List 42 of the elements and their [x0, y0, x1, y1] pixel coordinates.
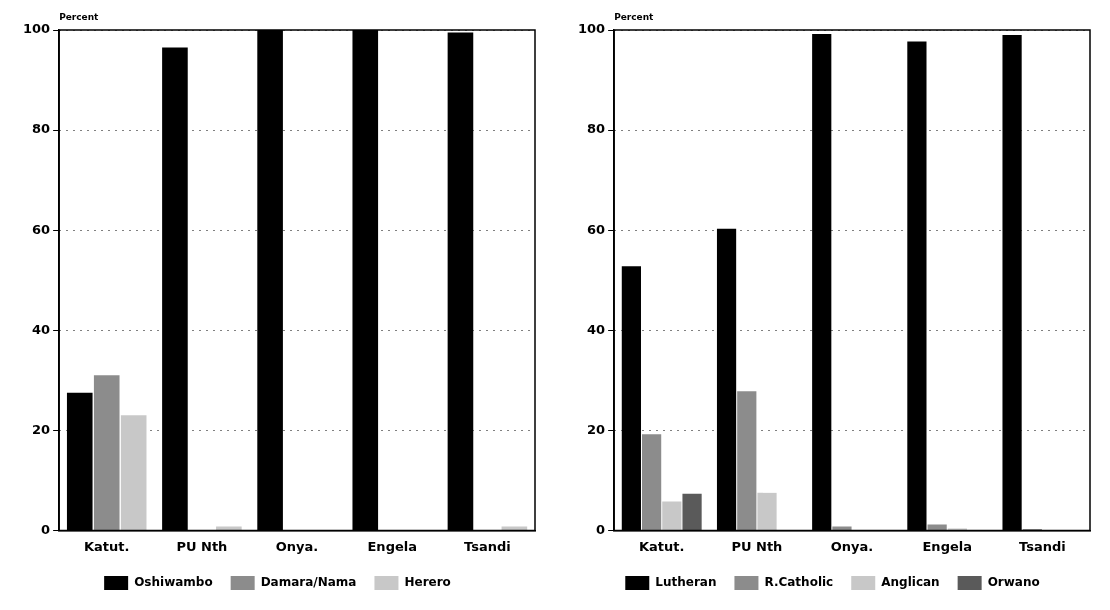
- x-tick-label: Tsandi: [464, 538, 511, 554]
- bar: [120, 415, 147, 530]
- legend-label: Anglican: [881, 575, 940, 590]
- legend-label: Damara/Nama: [260, 575, 357, 590]
- x-tick-label: Tsandi: [1019, 538, 1066, 554]
- legend-label: R.Catholic: [764, 575, 834, 590]
- bar: [682, 493, 702, 530]
- x-tick-label: Onya.: [830, 538, 874, 554]
- x-tick-label: Katut.: [83, 538, 130, 554]
- x-tick-label: Onya.: [275, 538, 319, 554]
- y-tick-label: 80: [587, 121, 606, 137]
- y-tick-label: 60: [32, 221, 51, 237]
- x-tick-label: Engela: [922, 538, 972, 554]
- bar: [501, 526, 528, 530]
- bar: [832, 526, 852, 530]
- bar: [927, 524, 947, 530]
- legend-label: Oshiwambo: [134, 575, 213, 590]
- legend-label: Lutheran: [655, 575, 717, 590]
- y-tick-label: 0: [596, 521, 606, 537]
- legend-label: Herero: [404, 575, 451, 590]
- y-tick-label: 40: [587, 321, 606, 337]
- y-tick-label: 0: [41, 521, 51, 537]
- bar: [737, 391, 757, 530]
- bar: [216, 526, 242, 530]
- y-tick-label: 100: [578, 21, 606, 37]
- y-tick-label: 80: [32, 121, 51, 137]
- y-tick-label: 40: [32, 321, 51, 337]
- bar: [93, 375, 120, 530]
- x-tick-label: Engela: [367, 538, 417, 554]
- y-tick-label: 20: [32, 421, 51, 437]
- y-tick-label: 100: [23, 21, 51, 37]
- x-tick-label: PU Nth: [731, 538, 783, 554]
- bar: [662, 501, 682, 530]
- x-tick-label: PU Nth: [176, 538, 228, 554]
- legend-label: Orwano: [987, 575, 1040, 590]
- y-axis-title: Percent: [614, 11, 655, 22]
- y-axis-title: Percent: [59, 11, 100, 22]
- y-tick-label: 60: [587, 221, 606, 237]
- y-tick-label: 20: [587, 421, 606, 437]
- bar: [757, 492, 777, 530]
- bar: [642, 434, 662, 530]
- x-tick-label: Katut.: [638, 538, 685, 554]
